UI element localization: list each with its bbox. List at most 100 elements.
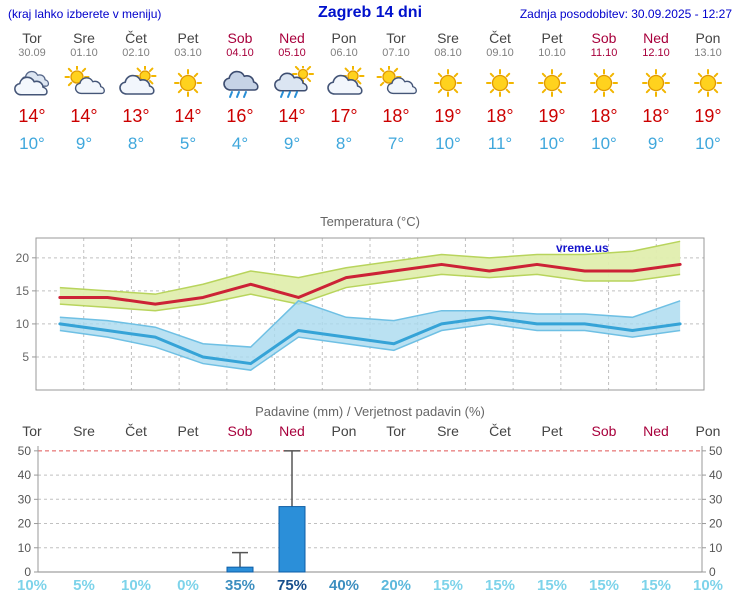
svg-text:10: 10: [16, 317, 30, 331]
day-high-temp: 19°: [434, 106, 462, 126]
svg-text:50: 50: [709, 444, 723, 458]
day-name: Pon: [331, 30, 357, 46]
svg-text:40: 40: [709, 468, 723, 482]
day-date: 12.10: [642, 47, 670, 59]
svg-text:10: 10: [709, 541, 723, 555]
precip-probability: 15%: [432, 577, 464, 594]
day-column-7[interactable]: Pon 06.10 17° 8°: [318, 30, 370, 154]
precip-probability: 15%: [484, 577, 516, 594]
day-column-11[interactable]: Pet 10.10 19° 10°: [526, 30, 578, 154]
sunny-icon: [538, 69, 566, 97]
day-column-12[interactable]: Sob 11.10 18° 10°: [578, 30, 630, 154]
day-high-temp: 13°: [122, 106, 150, 126]
precip-day-label: Čet: [125, 423, 147, 439]
sunny-icon: [642, 69, 670, 97]
day-low-temp: 5°: [179, 134, 197, 153]
day-column-5[interactable]: Sob 04.10 16° 4°: [214, 30, 266, 154]
day-name: Tor: [386, 30, 406, 46]
svg-text:10: 10: [18, 541, 32, 555]
precip-probability: 40%: [328, 577, 360, 594]
precip-day-label: Ned: [643, 423, 669, 439]
day-icon-box: [162, 64, 214, 104]
precip-bar: [278, 506, 306, 573]
day-name: Čet: [125, 30, 147, 46]
day-low-temp: 8°: [335, 134, 353, 153]
last-updated: Zadnja posodobitev: 30.09.2025 - 12:27: [519, 7, 732, 21]
day-column-14[interactable]: Pon 13.10 19° 10°: [682, 30, 734, 154]
day-date: 10.10: [538, 47, 566, 59]
day-column-9[interactable]: Sre 08.10 19° 10°: [422, 30, 474, 154]
precip-day-label: Pon: [331, 423, 357, 439]
day-low-temp: 10°: [591, 134, 617, 153]
precipitation-chart: 0 0 10 10 20 20 30 30 40 40 50 50: [18, 444, 723, 579]
precipitation-probabilities: 10% 5% 10% 0% 35% 75% 40% 20% 15% 15% 15% 15% 15% 10%: [6, 577, 734, 594]
day-date: 09.10: [486, 47, 514, 59]
precip-day-label: Pet: [541, 423, 563, 439]
precip-probability: 75%: [276, 577, 308, 594]
precipitation-chart-title: Padavine (mm) / Verjetnost padavin (%): [255, 404, 485, 419]
day-icon-box: [474, 64, 526, 104]
temperature-chart: 5 10 15 20 vreme.us: [16, 237, 705, 391]
svg-text:20: 20: [709, 517, 723, 531]
day-column-2[interactable]: Sre 01.10 14° 9°: [58, 30, 110, 154]
day-date: 06.10: [330, 47, 358, 59]
day-column-6[interactable]: Ned 05.10 14° 9°: [266, 30, 318, 154]
day-icon-box: [526, 64, 578, 104]
day-date: 03.10: [174, 47, 202, 59]
day-low-temp: 7°: [387, 134, 405, 153]
precip-probability: 5%: [73, 577, 95, 594]
day-column-10[interactable]: Čet 09.10 18° 11°: [474, 30, 526, 154]
precipitation-day-labels: Tor Sre Čet Pet Sob Ned Pon Tor Sre Čet Pet Sob Ned P…: [6, 423, 734, 439]
day-name: Pet: [541, 30, 563, 46]
day-low-temp: 10°: [539, 134, 565, 153]
precip-probability: 0%: [177, 577, 199, 594]
precip-probability: 10%: [692, 577, 724, 594]
partly-sunny-icon: [64, 66, 105, 95]
rain-sun-icon: [274, 66, 314, 98]
day-date: 07.10: [382, 47, 410, 59]
day-column-8[interactable]: Tor 07.10 18° 7°: [370, 30, 422, 154]
day-icon-box: [370, 64, 422, 104]
day-high-temp: 18°: [486, 106, 514, 126]
rain-icon: [223, 70, 259, 98]
day-date: 05.10: [278, 47, 306, 59]
precip-probability: 10%: [16, 577, 48, 594]
svg-text:30: 30: [709, 492, 723, 506]
svg-text:5: 5: [22, 350, 29, 364]
precip-day-label: Tor: [386, 423, 406, 439]
svg-text:20: 20: [16, 251, 30, 265]
sunny-icon: [590, 69, 618, 97]
day-name: Sre: [437, 30, 459, 46]
sunny-icon: [486, 69, 514, 97]
day-icon-box: [682, 64, 734, 104]
watermark: vreme.us: [556, 241, 609, 255]
day-low-temp: 9°: [75, 134, 93, 153]
day-date: 08.10: [434, 47, 462, 59]
svg-text:50: 50: [18, 444, 32, 458]
menu-hint: (kraj lahko izberete v meniju): [8, 7, 162, 21]
cloudy-sun-icon: [119, 66, 157, 95]
precip-day-label: Čet: [489, 423, 511, 439]
day-column-3[interactable]: Čet 02.10 13° 8°: [110, 30, 162, 154]
precip-probability: 10%: [120, 577, 152, 594]
day-name: Sre: [73, 30, 95, 46]
day-icon-box: [266, 64, 318, 104]
day-column-4[interactable]: Pet 03.10 14° 5°: [162, 30, 214, 154]
day-high-temp: 14°: [174, 106, 202, 126]
day-column-13[interactable]: Ned 12.10 18° 9°: [630, 30, 682, 154]
cloudy-sun-icon: [327, 66, 365, 95]
precip-day-label: Pon: [695, 423, 721, 439]
day-date: 11.10: [590, 47, 618, 59]
precip-probability: 35%: [224, 577, 256, 594]
day-column-1[interactable]: Tor 30.09 14° 10°: [6, 30, 58, 154]
day-low-temp: 9°: [283, 134, 301, 153]
day-low-temp: 10°: [695, 134, 721, 153]
day-icon-box: [110, 64, 162, 104]
precip-day-label: Ned: [279, 423, 305, 439]
day-icon-box: [578, 64, 630, 104]
cloudy-icon: [14, 70, 50, 96]
day-icon-box: [422, 64, 474, 104]
day-name: Pet: [177, 30, 199, 46]
day-icon-box: [630, 64, 682, 104]
